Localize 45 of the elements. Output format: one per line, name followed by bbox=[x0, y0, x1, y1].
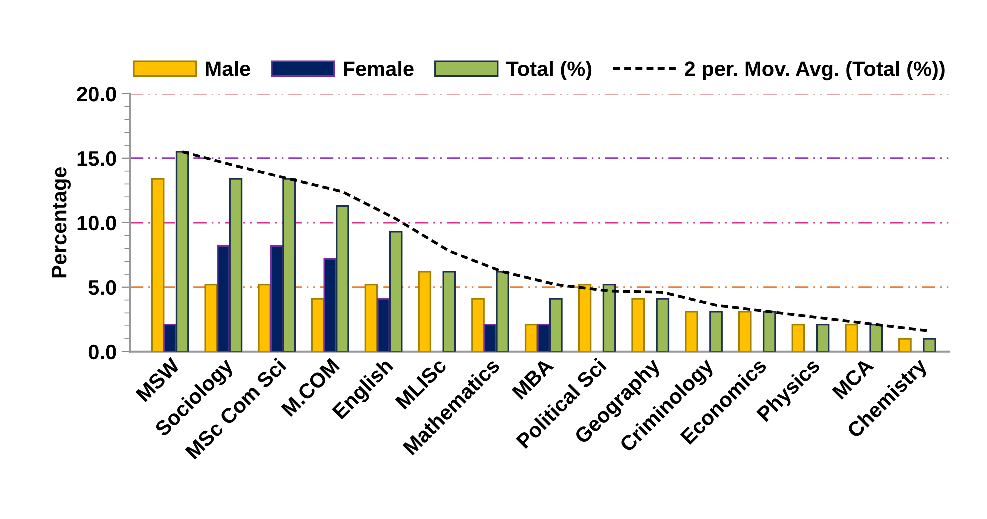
bar bbox=[176, 151, 190, 352]
bar bbox=[632, 298, 646, 352]
bar bbox=[270, 245, 284, 352]
y-axis-title: Percentage bbox=[52, 167, 71, 278]
bar bbox=[164, 324, 177, 352]
y-tick-label: 20.0 bbox=[77, 86, 116, 102]
bar bbox=[845, 324, 858, 352]
bar bbox=[217, 245, 230, 352]
bar bbox=[656, 298, 670, 352]
legend-label: Male bbox=[206, 61, 250, 76]
bar bbox=[389, 231, 403, 352]
bar bbox=[578, 284, 592, 352]
bar bbox=[364, 284, 378, 352]
bar bbox=[258, 284, 272, 352]
bar bbox=[377, 298, 390, 352]
bar bbox=[229, 178, 243, 352]
bar bbox=[923, 338, 936, 352]
bar bbox=[151, 178, 165, 352]
y-tick-label: 15.0 bbox=[78, 151, 116, 166]
bar bbox=[602, 284, 616, 352]
bar bbox=[336, 205, 350, 352]
y-tick-label: 10.0 bbox=[78, 216, 116, 231]
bar bbox=[710, 311, 723, 352]
bar bbox=[442, 271, 456, 352]
legend-label: 2 per. Mov. Avg. (Total (%)) bbox=[685, 61, 945, 81]
y-tick-label: 5.0 bbox=[88, 280, 116, 296]
y-tick-label: 0.0 bbox=[88, 344, 116, 360]
legend-label: Female bbox=[344, 61, 414, 76]
bar bbox=[792, 324, 806, 352]
bar bbox=[870, 324, 884, 352]
bar bbox=[472, 298, 485, 352]
bar bbox=[738, 311, 752, 352]
legend-label: Total (%) bbox=[506, 61, 592, 81]
bar bbox=[537, 324, 551, 352]
bar bbox=[550, 298, 563, 352]
bar bbox=[496, 271, 510, 352]
bar bbox=[685, 311, 698, 352]
bar bbox=[204, 284, 218, 352]
bar bbox=[311, 298, 325, 352]
bar bbox=[898, 338, 912, 352]
bar bbox=[816, 324, 830, 352]
bar bbox=[762, 311, 776, 352]
bar bbox=[282, 178, 296, 352]
bar bbox=[324, 258, 338, 352]
bar bbox=[418, 271, 432, 352]
